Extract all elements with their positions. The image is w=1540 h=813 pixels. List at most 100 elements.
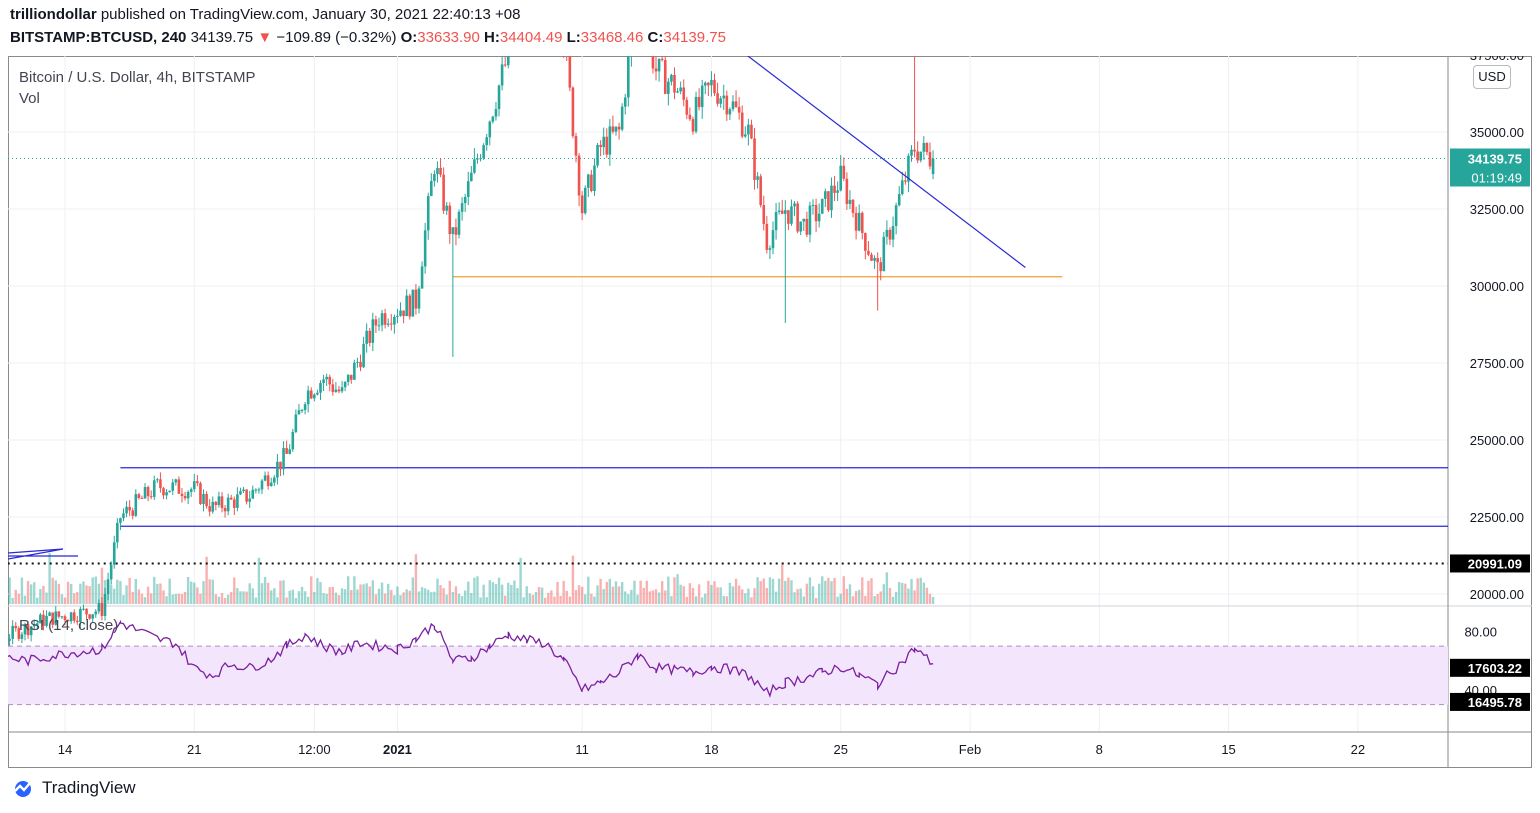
currency-button[interactable]: USD [1473,65,1511,89]
volume-bar [140,593,144,604]
candle-body [700,85,704,108]
volume-bar [534,591,538,604]
volume-bar [731,586,735,604]
candle-body [685,99,689,115]
volume-bar [273,588,276,604]
candle-body [759,176,762,206]
candle-body [771,230,775,249]
price-chart[interactable]: 20000.00 22500.00 25000.00 27500.00 30000.00… [8,56,1532,768]
candle-body [386,323,390,325]
volume-bar [691,587,695,604]
volume-bar [20,577,24,604]
candle-body [867,250,870,255]
volume-bar [14,589,17,604]
candle-body [396,315,399,317]
volume-bar [291,589,294,604]
volume-bar [245,591,248,604]
candle-body [833,185,836,193]
time-tick-label: 11 [575,742,589,757]
candle-body [171,482,175,491]
volume-bar [11,597,14,604]
volume-bar [497,577,501,604]
volume-bar [876,594,879,604]
volume-bar [627,594,630,604]
volume-bar [522,597,525,604]
volume-bar [931,597,935,604]
open-label: O: [400,29,418,46]
candle-body [217,496,221,506]
candle-body [897,194,901,206]
volume-bar [340,588,344,604]
candle-body [694,96,698,132]
author-name[interactable]: trilliondollar [10,6,97,23]
volume-bar [830,581,833,604]
candle-body [411,289,415,317]
candle-body [211,501,215,512]
volume-bar [202,581,205,604]
volume-bar [356,589,359,604]
volume-bar [100,567,104,604]
volume-bar [507,582,510,604]
candle-body [747,124,750,135]
volume-bar [716,587,719,604]
volume-bar [673,577,676,604]
volume-bar [266,582,270,604]
candle-body [577,155,581,196]
candle-body [79,608,82,622]
volume-bar [288,590,291,604]
candle-body [586,174,590,188]
candle-body [682,87,686,100]
volume-bar [836,596,839,604]
candle-body [494,109,498,117]
candle-body [362,343,365,368]
candle-body [879,262,883,272]
candle-body [76,620,79,622]
candle-body [784,210,787,214]
volume-bar [436,578,439,604]
candle-body [106,579,110,595]
candle-body [611,126,615,132]
candle-body [925,142,929,153]
candle-body [667,81,670,94]
volume-bar [750,597,753,604]
candle-body [574,136,578,156]
volume-bar [894,591,898,604]
candle-body [220,496,224,509]
candle-body [149,496,153,498]
candle-body [54,611,58,625]
candle-body [605,136,609,155]
level-price-tag [1450,692,1530,711]
candle-body [654,68,658,72]
volume-bar [765,587,769,604]
candle-body [439,167,442,175]
price-tick-label: 30000.00 [1470,279,1524,294]
volume-bar [633,580,636,604]
candle-body [814,205,818,222]
candle-body [426,196,430,231]
candle-body [765,223,769,250]
candle-body [60,616,64,618]
volume-bar [867,580,870,604]
volume-bar [442,588,445,604]
volume-bar [494,584,498,604]
volume-bar [73,593,76,604]
tradingview-logo[interactable]: TradingView [10,778,136,798]
volume-bar [722,595,725,604]
candle-body [614,126,618,132]
chart-title: Bitcoin / U.S. Dollar, 4h, BITSTAMP [19,69,256,86]
volume-bar [310,576,313,604]
time-tick-label: 25 [833,742,847,757]
last-price-value: 34139.75 [1468,151,1522,166]
volume-bar [60,594,64,604]
volume-bar [667,576,670,604]
candle-body [263,475,267,481]
volume-bar [510,584,513,604]
candle-body [728,109,732,115]
volume-bar [482,584,485,604]
candle-body [737,106,741,113]
volume-bar [781,564,784,604]
candle-body [180,493,184,497]
candle-body [103,594,107,616]
candle-body [374,319,378,326]
candle-body [910,149,913,156]
